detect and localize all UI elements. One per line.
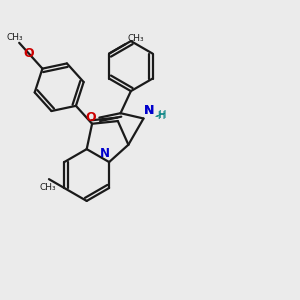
Text: N: N bbox=[144, 104, 154, 117]
Text: -H: -H bbox=[156, 110, 167, 120]
Text: N: N bbox=[100, 147, 110, 160]
Text: CH₃: CH₃ bbox=[128, 34, 144, 43]
Text: O: O bbox=[23, 47, 34, 60]
Text: CH₃: CH₃ bbox=[7, 34, 23, 43]
Text: O: O bbox=[85, 111, 96, 124]
Text: N: N bbox=[144, 104, 154, 117]
Text: -H: -H bbox=[155, 110, 166, 121]
Text: CH₃: CH₃ bbox=[39, 183, 56, 192]
